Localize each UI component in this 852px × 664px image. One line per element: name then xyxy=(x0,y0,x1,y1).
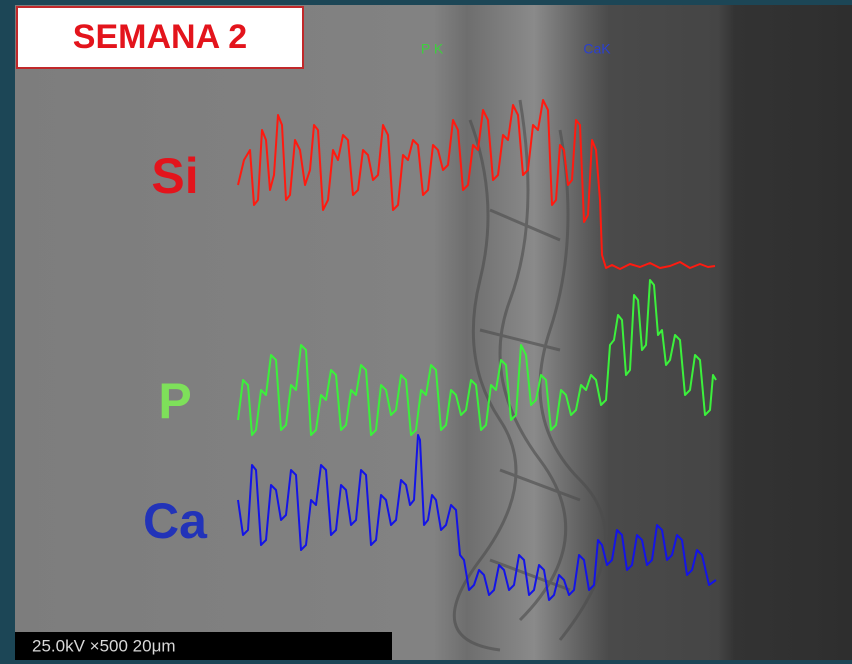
p-label: P xyxy=(158,373,191,429)
element-label: CaK xyxy=(583,41,611,57)
element-label: P K xyxy=(421,41,444,57)
si-label: Si xyxy=(151,148,198,204)
slide: SEMANA 2 P K CaK Si P Ca 25.0kV ×500 20μ… xyxy=(0,0,852,664)
ca-label: Ca xyxy=(143,493,208,549)
title: SEMANA 2 xyxy=(73,18,247,56)
sem-image xyxy=(15,5,852,660)
page: SEMANA 2 P K CaK Si P Ca 25.0kV ×500 20μ… xyxy=(0,0,852,664)
scale-bar-text: 25.0kV ×500 20μm xyxy=(32,636,176,655)
